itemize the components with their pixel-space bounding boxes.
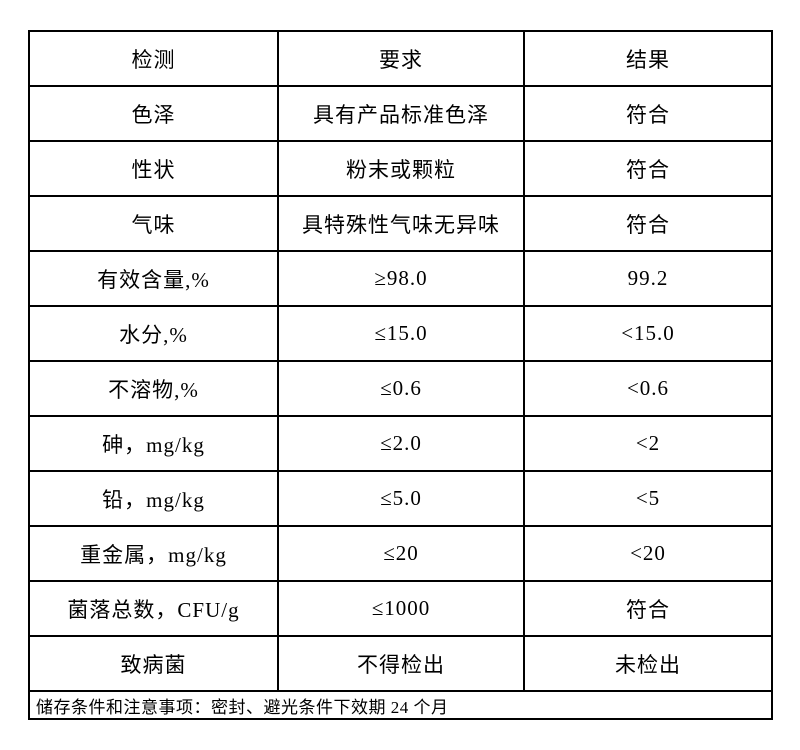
test-item-cell: 菌落总数，CFU/g	[28, 580, 279, 637]
test-item-cell: 色泽	[28, 85, 279, 142]
test-item-cell: 铅，mg/kg	[28, 470, 279, 527]
test-item-cell: 砷，mg/kg	[28, 415, 279, 472]
requirement-cell: 具有产品标准色泽	[277, 85, 525, 142]
result-cell: <20	[523, 525, 773, 582]
result-cell: 符合	[523, 580, 773, 637]
row-insolubles: 不溶物,% ≤0.6 <0.6	[28, 360, 773, 417]
requirement-cell: ≤2.0	[277, 415, 525, 472]
row-color: 色泽 具有产品标准色泽 符合	[28, 85, 773, 142]
storage-note: 储存条件和注意事项：密封、避光条件下效期 24 个月	[28, 690, 773, 720]
requirement-cell: 不得检出	[277, 635, 525, 692]
result-cell: <2	[523, 415, 773, 472]
result-cell: <5	[523, 470, 773, 527]
requirement-cell: ≤5.0	[277, 470, 525, 527]
row-appearance: 性状 粉末或颗粒 符合	[28, 140, 773, 197]
test-item-cell: 重金属，mg/kg	[28, 525, 279, 582]
result-cell: <0.6	[523, 360, 773, 417]
requirement-cell: ≤20	[277, 525, 525, 582]
storage-note-row: 储存条件和注意事项：密封、避光条件下效期 24 个月	[28, 690, 773, 720]
test-item-cell: 气味	[28, 195, 279, 252]
row-active-content: 有效含量,% ≥98.0 99.2	[28, 250, 773, 307]
row-pathogens: 致病菌 不得检出 未检出	[28, 635, 773, 692]
requirement-cell: ≥98.0	[277, 250, 525, 307]
requirement-cell: ≤0.6	[277, 360, 525, 417]
result-cell: 符合	[523, 140, 773, 197]
test-item-cell: 性状	[28, 140, 279, 197]
test-item-cell: 有效含量,%	[28, 250, 279, 307]
row-moisture: 水分,% ≤15.0 <15.0	[28, 305, 773, 362]
requirement-cell: ≤1000	[277, 580, 525, 637]
inspection-table: 检测 要求 结果 色泽 具有产品标准色泽 符合 性状 粉末或颗粒 符合 气味 具…	[28, 30, 773, 720]
result-cell: 符合	[523, 195, 773, 252]
requirement-cell: 具特殊性气味无异味	[277, 195, 525, 252]
column-header-requirement: 要求	[277, 30, 525, 87]
column-header-result: 结果	[523, 30, 773, 87]
result-cell: 符合	[523, 85, 773, 142]
row-odor: 气味 具特殊性气味无异味 符合	[28, 195, 773, 252]
table-header-row: 检测 要求 结果	[28, 30, 773, 87]
row-total-plate-count: 菌落总数，CFU/g ≤1000 符合	[28, 580, 773, 637]
test-item-cell: 水分,%	[28, 305, 279, 362]
result-cell: 99.2	[523, 250, 773, 307]
result-cell: 未检出	[523, 635, 773, 692]
row-heavy-metals: 重金属，mg/kg ≤20 <20	[28, 525, 773, 582]
test-item-cell: 致病菌	[28, 635, 279, 692]
requirement-cell: 粉末或颗粒	[277, 140, 525, 197]
row-lead: 铅，mg/kg ≤5.0 <5	[28, 470, 773, 527]
row-arsenic: 砷，mg/kg ≤2.0 <2	[28, 415, 773, 472]
test-item-cell: 不溶物,%	[28, 360, 279, 417]
result-cell: <15.0	[523, 305, 773, 362]
requirement-cell: ≤15.0	[277, 305, 525, 362]
column-header-test-item: 检测	[28, 30, 279, 87]
